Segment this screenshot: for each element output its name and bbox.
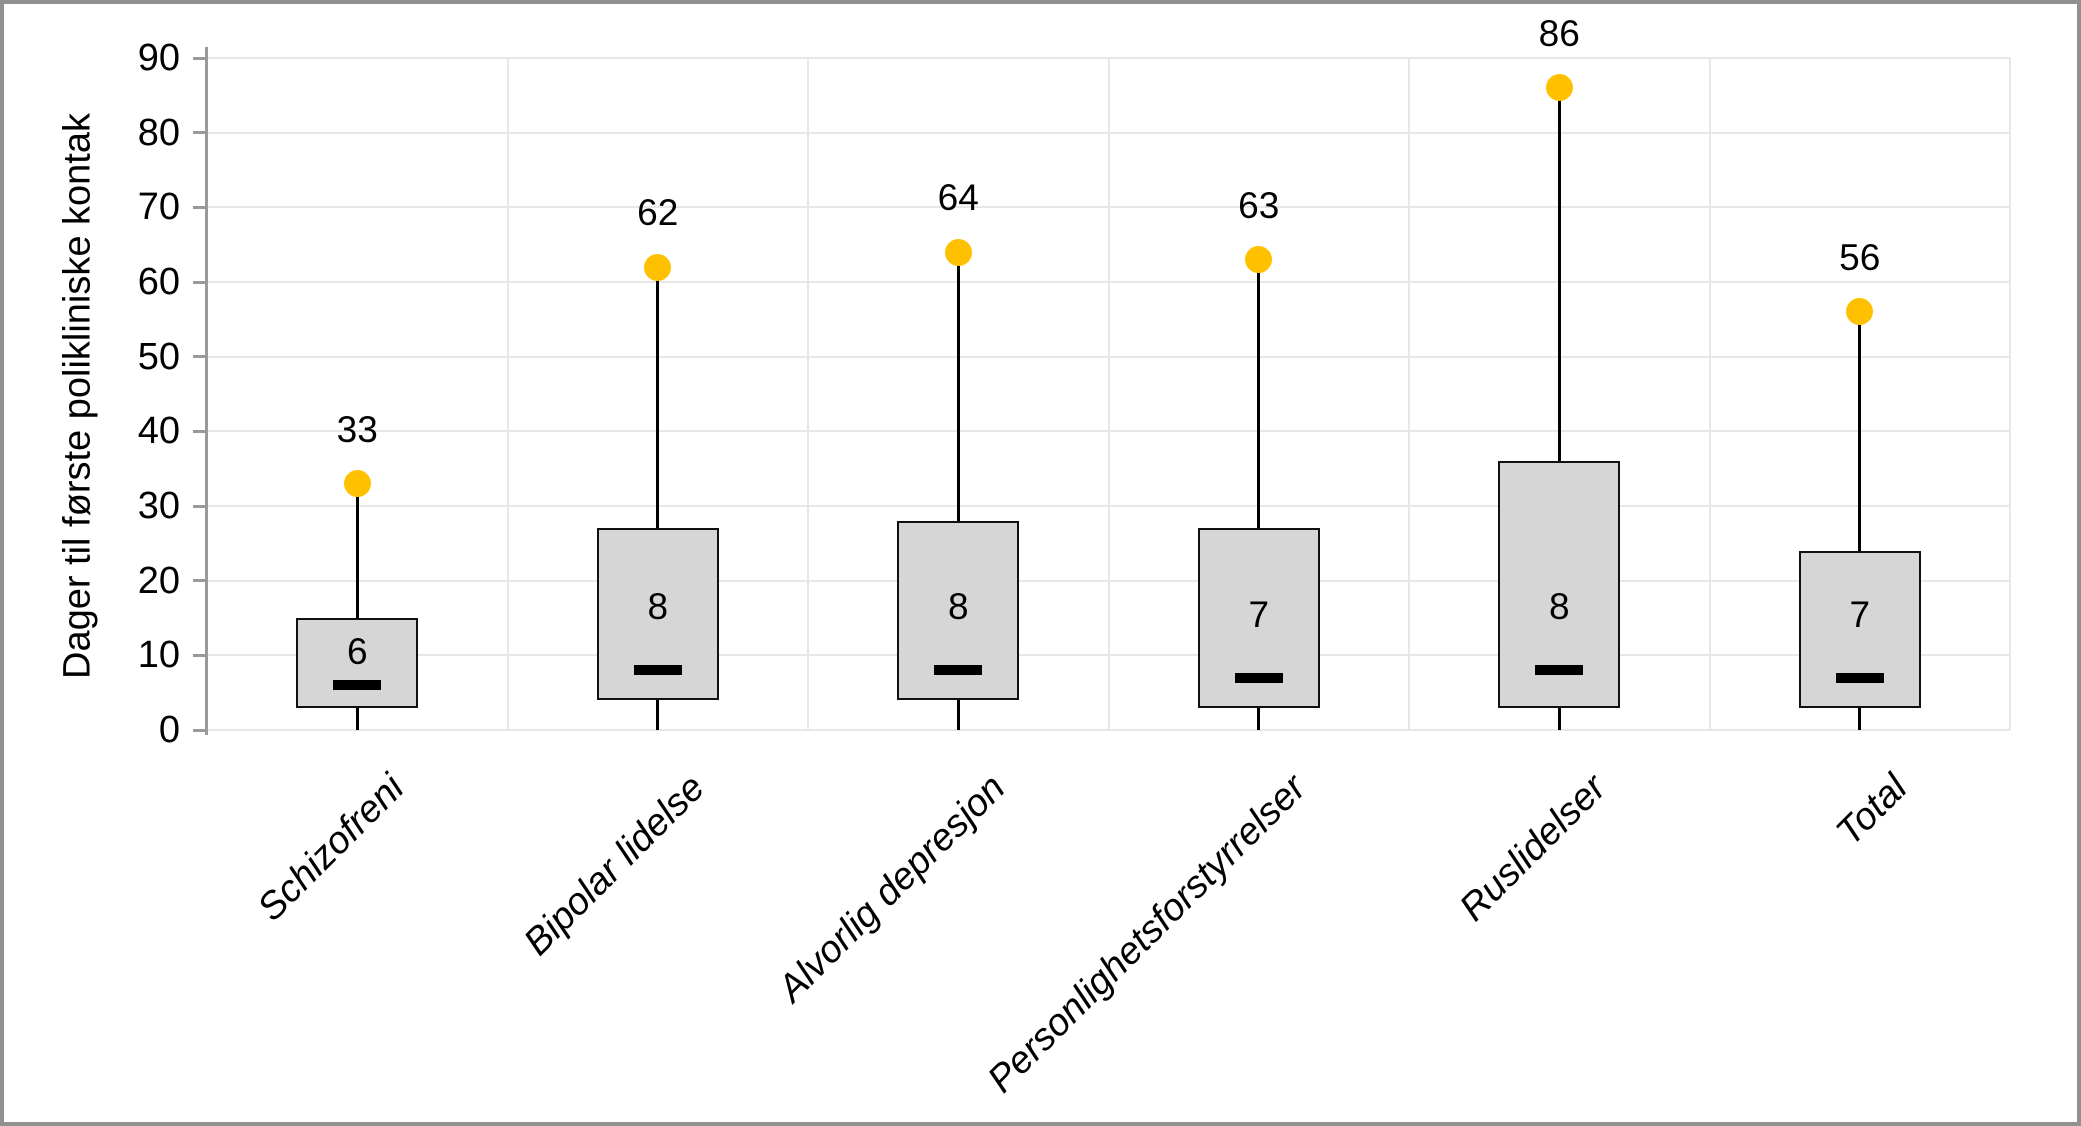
y-axis-line	[205, 47, 208, 735]
y-tick-label: 90	[137, 37, 180, 79]
y-axis-tick	[193, 728, 207, 732]
whisker-line	[1257, 259, 1261, 730]
upper-value-label: 62	[637, 192, 679, 234]
h-gridline	[207, 729, 2010, 731]
category-label: Ruslidelser	[1452, 766, 1615, 930]
v-gridline	[1408, 58, 1410, 730]
median-dash	[333, 680, 382, 691]
category-label: Schizofreni	[250, 766, 413, 930]
median-value-label: 6	[346, 630, 368, 672]
category-label: Alvorlig depresjon	[770, 766, 1014, 1010]
median-dash	[1835, 672, 1884, 683]
median-dash	[633, 665, 682, 676]
y-axis-tick	[193, 429, 207, 433]
y-axis-tick	[193, 355, 207, 359]
y-tick-label: 50	[137, 335, 180, 378]
median-dash	[934, 665, 983, 676]
y-tick-label: 0	[158, 709, 180, 751]
upper-whisker-dot	[1545, 74, 1573, 102]
upper-value-label: 64	[937, 177, 979, 219]
y-tick-label: 80	[137, 111, 180, 154]
y-axis-tick	[193, 56, 207, 60]
median-dash	[1234, 672, 1283, 683]
upper-value-label: 86	[1538, 12, 1580, 54]
y-tick-label: 40	[137, 410, 180, 453]
median-value-label: 7	[1248, 593, 1270, 635]
category-label: Bipolar lidelse	[516, 766, 714, 964]
upper-whisker-dot	[644, 253, 672, 281]
upper-whisker-dot	[343, 470, 371, 498]
v-gridline	[506, 58, 509, 730]
category-label: Personlighetsforstyrrelser	[979, 766, 1315, 1102]
whisker-line	[1858, 311, 1862, 730]
median-value-label: 8	[947, 586, 969, 628]
whisker-line	[956, 252, 960, 730]
y-tick-label: 30	[137, 485, 180, 527]
y-axis-tick	[193, 579, 207, 583]
y-tick-label: 70	[137, 186, 180, 229]
y-axis-title: Dager til første polikliniske kontak	[56, 113, 99, 679]
median-value-label: 7	[1849, 593, 1871, 635]
upper-whisker-dot	[1846, 298, 1874, 326]
y-axis-tick	[193, 280, 207, 284]
box	[296, 618, 419, 708]
upper-whisker-dot	[944, 238, 972, 266]
v-gridline	[1107, 58, 1110, 730]
upper-whisker-dot	[1245, 246, 1273, 274]
upper-value-label: 56	[1839, 236, 1881, 278]
whisker-line	[656, 267, 660, 730]
y-tick-label: 60	[137, 261, 180, 303]
median-value-label: 8	[1548, 586, 1570, 628]
v-gridline	[1708, 58, 1711, 730]
median-dash	[1535, 665, 1584, 676]
y-tick-label: 10	[137, 634, 180, 677]
y-axis-tick	[193, 131, 207, 135]
y-tick-label: 20	[137, 559, 180, 602]
category-label: Total	[1828, 766, 1916, 854]
y-axis-tick	[193, 205, 207, 209]
median-value-label: 8	[647, 586, 669, 628]
v-gridline	[2009, 58, 2011, 730]
v-gridline	[807, 58, 809, 730]
whisker-line	[355, 483, 359, 730]
whisker-line	[1557, 87, 1561, 730]
upper-value-label: 63	[1238, 184, 1280, 226]
upper-value-label: 33	[336, 408, 378, 450]
y-axis-tick	[193, 504, 207, 508]
y-axis-tick	[193, 653, 207, 657]
